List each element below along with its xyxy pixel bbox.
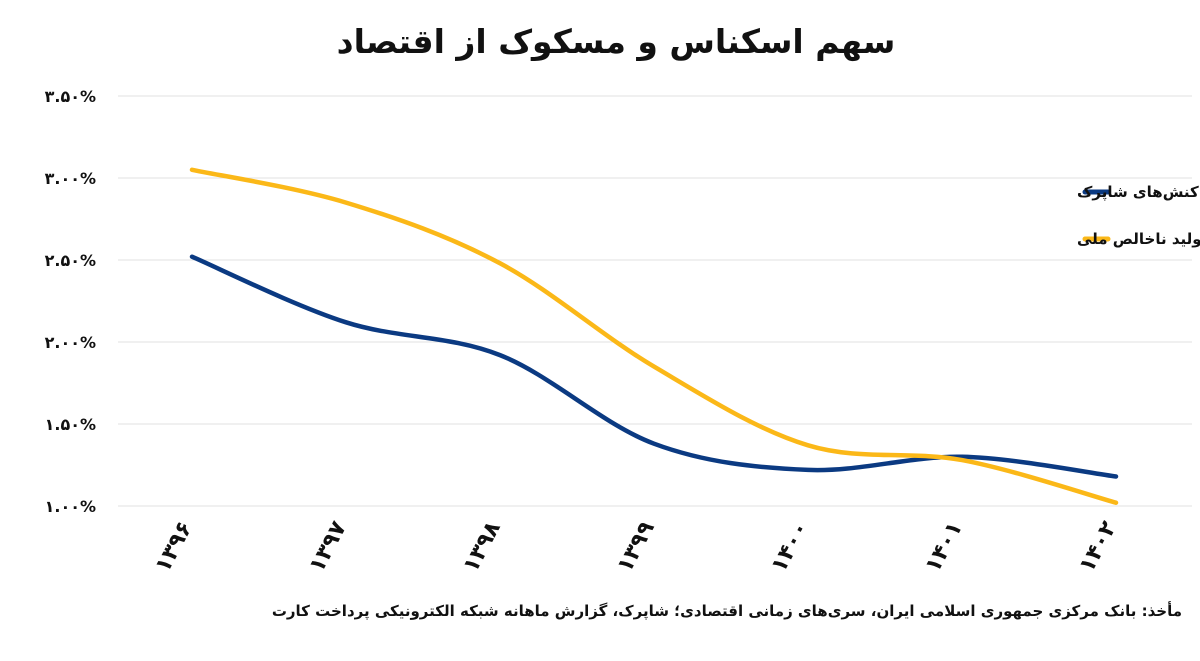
y-tick-label: ۲.۰۰% — [45, 333, 96, 352]
chart-title: سهم اسکناس و مسکوک از اقتصاد — [336, 22, 896, 61]
x-tick-label: ۱۳۹۹ — [613, 517, 660, 576]
y-tick-label: ۱.۰۰% — [45, 497, 96, 516]
x-axis-ticks: ۱۳۹۶ ۱۳۹۷ ۱۳۹۸ ۱۳۹۹ ۱۴۰۰ ۱۴۰۱ ۱۴۰۲ — [151, 517, 1123, 577]
series-line-1 — [189, 254, 1119, 479]
x-tick-label: ۱۳۹۶ — [151, 517, 198, 576]
series-line-2 — [189, 167, 1119, 505]
y-tick-label: ۳.۵۰% — [45, 87, 96, 106]
x-tick-label: ۱۳۹۸ — [459, 517, 507, 577]
legend: نسبت اسکناس و مسکوک در دست اشخاص به حجم … — [1077, 183, 1200, 248]
source-note: مأخذ: بانک مرکزی جمهوری اسلامی ایران، سر… — [271, 602, 1182, 620]
grid-lines — [118, 95, 1192, 507]
y-tick-label: ۳.۰۰% — [45, 169, 96, 188]
x-tick-label: ۱۳۹۷ — [305, 517, 353, 577]
x-tick-label: ۱۴۰۱ — [921, 517, 968, 576]
y-axis-ticks: ۳.۵۰% ۳.۰۰% ۲.۵۰% ۲.۰۰% ۱.۵۰% ۱.۰۰% — [45, 87, 96, 516]
series-lines — [189, 167, 1119, 505]
legend-label-2: نسبت اسکناس و مسکوک در جریان به تولید نا… — [1077, 230, 1200, 248]
y-tick-label: ۲.۵۰% — [45, 251, 96, 270]
legend-label-1: نسبت اسکناس و مسکوک در دست اشخاص به حجم … — [1077, 183, 1200, 202]
x-tick-label: ۱۴۰۲ — [1075, 517, 1123, 577]
y-tick-label: ۱.۵۰% — [45, 415, 96, 434]
x-tick-label: ۱۴۰۰ — [767, 517, 814, 576]
